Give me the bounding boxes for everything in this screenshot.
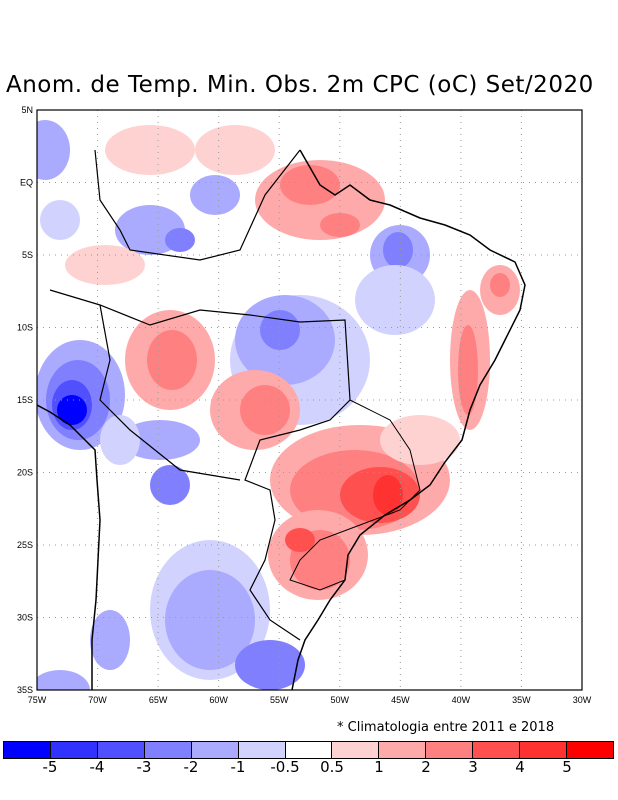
anomaly-region — [195, 125, 275, 175]
coastline — [291, 149, 526, 690]
anomaly-map: 75W 70W 65W 60W 55W 50W 45W 40W 35W 30W 5N EQ 5S 10S 1… — [17, 105, 592, 705]
colorbar-swatch — [50, 742, 98, 758]
country-borders — [49, 289, 351, 641]
climatology-note: * Climatologia entre 2011 e 2018 — [337, 720, 555, 735]
colorbar-label: 5 — [562, 758, 572, 776]
anomaly-region — [235, 640, 305, 690]
anomaly-shading — [37, 120, 520, 690]
colorbar-swatch — [567, 742, 613, 758]
lat-label: 35S — [17, 685, 33, 695]
colorbar — [3, 741, 614, 759]
colorbar-label: -5 — [42, 758, 58, 776]
lon-label: 60W — [209, 695, 228, 705]
anomaly-region — [57, 395, 87, 425]
colorbar-label: 4 — [515, 758, 525, 776]
anomaly-region — [150, 465, 190, 505]
lat-label: 5S — [22, 250, 33, 260]
lat-label: 10S — [17, 323, 33, 333]
anomaly-region — [37, 120, 70, 180]
colorbar-label: -0.5 — [270, 758, 300, 776]
anomaly-region — [190, 175, 240, 215]
colorbar-swatch — [379, 742, 427, 758]
grid-lines — [37, 110, 582, 690]
colorbar-swatch — [426, 742, 474, 758]
anomaly-region — [285, 528, 315, 552]
lat-label: 15S — [17, 395, 33, 405]
anomaly-region — [383, 232, 413, 268]
colorbar-label: -4 — [89, 758, 105, 776]
colorbar-swatch — [144, 742, 192, 758]
anomaly-region — [260, 310, 300, 350]
colorbar-labels: -5 -4 -3 -2 -1 -0.5 0.5 1 2 3 4 5 — [0, 758, 618, 780]
colorbar-swatch — [473, 742, 521, 758]
lon-label: 35W — [512, 695, 531, 705]
lon-label: 40W — [452, 695, 471, 705]
colorbar-label: 1 — [374, 758, 384, 776]
anomaly-region — [147, 330, 197, 390]
lat-label: 5N — [21, 105, 33, 115]
map-title: Anom. de Temp. Min. Obs. 2m CPC (oC) Set… — [6, 72, 594, 98]
lon-label: 45W — [391, 695, 410, 705]
lat-label: 30S — [17, 613, 33, 623]
anomaly-region — [458, 325, 478, 415]
anomaly-region — [165, 228, 195, 252]
anomaly-region — [100, 415, 140, 465]
state-borders — [289, 399, 421, 591]
colorbar-swatch — [97, 742, 145, 758]
lon-label: 50W — [331, 695, 350, 705]
plot-frame — [36, 109, 583, 691]
anomaly-region — [120, 420, 200, 460]
lat-label: EQ — [20, 178, 33, 188]
anomaly-region — [37, 670, 90, 690]
colorbar-label: -2 — [183, 758, 199, 776]
lon-label: 30W — [573, 695, 592, 705]
anomaly-region — [90, 610, 130, 670]
lat-label: 25S — [17, 540, 33, 550]
colorbar-label: -3 — [136, 758, 152, 776]
colorbar-label: 3 — [468, 758, 478, 776]
anomaly-region — [40, 200, 80, 240]
colorbar-swatch — [332, 742, 380, 758]
colorbar-swatch — [191, 742, 239, 758]
colorbar-label: -1 — [230, 758, 246, 776]
colorbar-label: 2 — [421, 758, 431, 776]
colorbar-swatch — [4, 742, 51, 758]
lon-label: 55W — [270, 695, 289, 705]
lat-label: 20S — [17, 468, 33, 478]
colorbar-swatch — [520, 742, 568, 758]
colorbar-swatch — [238, 742, 286, 758]
anomaly-region — [373, 475, 403, 515]
colorbar-label: 0.5 — [320, 758, 344, 776]
anomaly-region — [165, 570, 255, 670]
anomaly-region — [280, 165, 340, 205]
anomaly-region — [240, 385, 290, 435]
lon-label: 75W — [28, 695, 47, 705]
lon-label: 65W — [149, 695, 168, 705]
country-borders — [99, 304, 241, 481]
anomaly-region — [105, 125, 195, 175]
country-borders — [94, 149, 301, 261]
coastline — [37, 404, 101, 690]
anomaly-region — [490, 273, 510, 297]
lon-label: 70W — [88, 695, 107, 705]
colorbar-swatch — [285, 742, 333, 758]
anomaly-region — [355, 265, 435, 335]
